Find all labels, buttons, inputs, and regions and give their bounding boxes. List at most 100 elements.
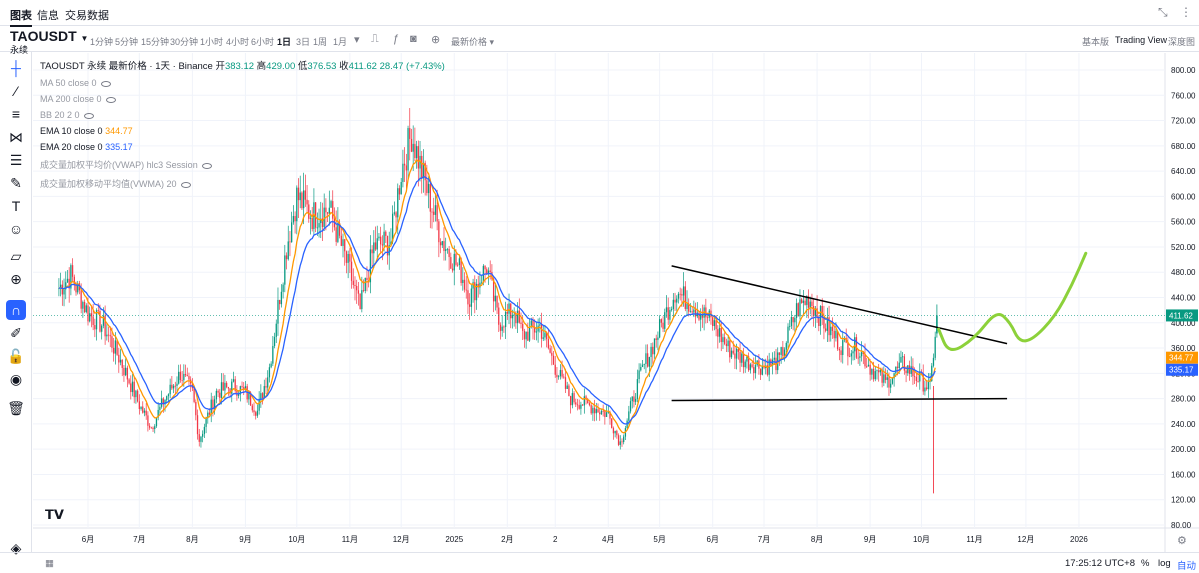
candle-body	[448, 248, 450, 258]
eye-icon[interactable]	[201, 163, 212, 169]
lock-icon[interactable]: 🔓	[7, 348, 25, 364]
indicator-ma200[interactable]: MA 200 close 0	[40, 94, 445, 104]
candle-body	[314, 202, 317, 228]
tf-3d[interactable]: 3日	[296, 37, 311, 47]
indicator-ema10[interactable]: EMA 10 close 0 344.77	[40, 126, 133, 136]
add-icon[interactable]: ⊕	[431, 34, 441, 46]
tf-1mo[interactable]: 1月	[333, 37, 348, 47]
candle-body	[208, 412, 211, 415]
camera-icon[interactable]: ◙	[410, 33, 417, 45]
tf-4h[interactable]: 4小时	[226, 37, 250, 47]
candle-body	[727, 340, 729, 347]
eye-icon[interactable]	[105, 97, 116, 103]
pattern-icon[interactable]: ⋈	[9, 129, 23, 145]
candle-body	[648, 357, 651, 367]
prediction-icon[interactable]: ☰	[9, 152, 23, 168]
x-tick-label: 2025	[445, 535, 463, 544]
symbol-selector[interactable]: TAOUSDT ▼	[10, 28, 89, 44]
indicator-vwma[interactable]: 成交量加权移动平均值(VWMA) 20	[40, 177, 445, 190]
indicator-bb[interactable]: BB 20 2 0	[40, 110, 445, 120]
candle-body	[790, 317, 793, 327]
candle-body	[302, 190, 305, 209]
indicator-ma50[interactable]: MA 50 close 0	[40, 78, 445, 88]
indicators-icon[interactable]: ƒ	[393, 33, 400, 45]
legend-close: 411.62	[348, 61, 377, 72]
tf-1w[interactable]: 1周	[313, 37, 328, 47]
candle-body	[433, 211, 435, 215]
lock-draw-icon[interactable]: ✐	[10, 325, 22, 341]
emoji-icon[interactable]: ☺	[8, 221, 24, 237]
candle-body	[525, 331, 527, 340]
candle-body	[412, 143, 414, 152]
top-nav: 图表 信息 交易数据 ⤡ ⋮	[0, 0, 1199, 27]
candle-body	[183, 374, 185, 381]
candle-body	[350, 261, 353, 281]
candle-body	[679, 293, 681, 295]
candle-body	[900, 356, 902, 363]
eye-icon[interactable]: ◉	[9, 371, 23, 387]
trash-icon[interactable]: 🗑	[7, 400, 25, 416]
eye-icon[interactable]	[100, 81, 111, 87]
candle-body	[436, 205, 438, 222]
candle-body	[713, 320, 716, 327]
chart-type-icon[interactable]: ⎍	[371, 33, 379, 45]
candle-body	[580, 404, 582, 409]
tab-info[interactable]: 信息	[37, 10, 59, 22]
x-tick-label: 8月	[186, 535, 198, 544]
price-type-select[interactable]: 最新价格 ▾	[451, 37, 495, 47]
candle-body	[445, 249, 447, 251]
tf-15m[interactable]: 15分钟	[141, 37, 170, 47]
tab-chart[interactable]: 图表	[10, 7, 32, 27]
ema20-line	[58, 176, 936, 425]
text-icon[interactable]: T	[11, 198, 21, 214]
brush-icon[interactable]: ✎	[10, 175, 22, 191]
tf-1h[interactable]: 1小时	[200, 37, 224, 47]
price-chart[interactable]: 800.00 760.00 720.00 680.00 640.00 600.00 560.…	[33, 53, 1199, 552]
crosshair-icon[interactable]: ┼	[11, 60, 21, 76]
view-tradingview[interactable]: Trading View	[1115, 35, 1168, 45]
trendline-icon[interactable]: ⁄	[14, 83, 18, 99]
auto-toggle[interactable]: 自动	[1177, 561, 1197, 572]
collapse-icon[interactable]: ⤡	[1158, 5, 1168, 19]
percent-toggle[interactable]: %	[1141, 558, 1150, 569]
indicator-ema20[interactable]: EMA 20 close 0 335.17	[40, 142, 133, 152]
calendar-icon[interactable]: ▦	[45, 558, 54, 569]
candle-body	[523, 330, 526, 340]
tf-30m[interactable]: 30分钟	[170, 37, 199, 47]
more-icon[interactable]: ⋮	[1180, 5, 1192, 19]
indicator-vwap[interactable]: 成交量加权平均价(VWAP) hlc3 Session	[40, 158, 445, 171]
magnet-icon[interactable]: ∩	[6, 300, 26, 320]
view-basic[interactable]: 基本版	[1082, 37, 1110, 47]
candle-body	[480, 282, 483, 284]
candle-body	[243, 387, 245, 389]
candle-body	[587, 399, 589, 404]
y-tick-label: 80.00	[1171, 521, 1192, 530]
candle-body	[638, 370, 640, 380]
eye-icon[interactable]	[83, 113, 94, 119]
candle-body	[215, 390, 218, 400]
tf-6h[interactable]: 6小时	[251, 37, 275, 47]
candle-body	[458, 258, 461, 265]
ruler-icon[interactable]: ▱	[10, 248, 22, 264]
zoom-icon[interactable]: ⊕	[10, 271, 22, 287]
candle-body	[142, 406, 144, 413]
candle-body	[895, 366, 897, 374]
candle-body	[133, 381, 135, 398]
eye-icon[interactable]	[180, 182, 191, 188]
candle-body	[754, 365, 757, 374]
candle-body	[780, 347, 782, 355]
candle-body	[66, 278, 69, 283]
view-depth[interactable]: 深度图	[1168, 37, 1196, 47]
dropdown-icon[interactable]: ▾	[354, 34, 360, 46]
tf-1m[interactable]: 1分钟	[90, 37, 114, 47]
candle-body	[193, 388, 195, 402]
tab-trading-data[interactable]: 交易数据	[65, 10, 109, 22]
log-toggle[interactable]: log	[1158, 558, 1171, 569]
candle-body	[826, 317, 829, 331]
x-tick-label: 10月	[913, 535, 930, 544]
fib-icon[interactable]: ≡	[11, 106, 21, 122]
candle-body	[261, 393, 264, 399]
layers-icon[interactable]: ◈	[10, 540, 22, 556]
tf-1d[interactable]: 1日	[277, 37, 292, 47]
tf-5m[interactable]: 5分钟	[115, 37, 139, 47]
